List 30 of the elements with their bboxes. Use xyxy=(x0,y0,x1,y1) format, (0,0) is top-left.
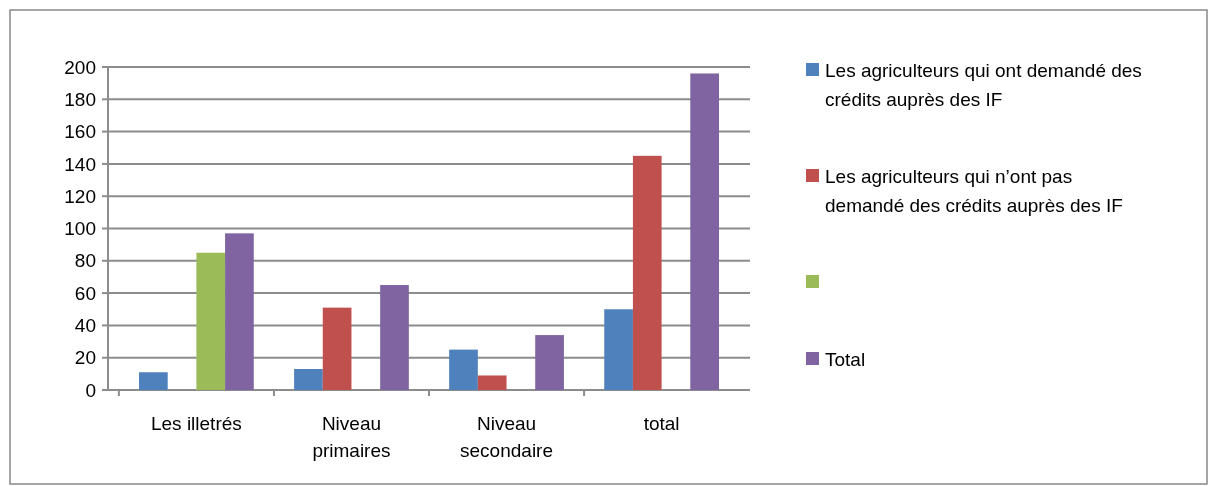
y-tick-label: 60 xyxy=(74,282,96,304)
bar xyxy=(604,309,633,390)
bar xyxy=(449,349,478,390)
y-tick-label: 160 xyxy=(64,121,96,143)
y-tick-label: 100 xyxy=(64,218,96,240)
bar xyxy=(139,372,168,390)
bar xyxy=(294,369,323,390)
bar xyxy=(196,252,226,390)
bar xyxy=(477,375,507,390)
legend-label: Total xyxy=(825,348,866,370)
bar xyxy=(632,155,662,390)
bar xyxy=(225,233,254,390)
x-tick-label: total xyxy=(643,413,680,434)
y-tick-label: 200 xyxy=(64,56,96,78)
y-tick-label: 0 xyxy=(85,379,96,401)
y-tick-label: 120 xyxy=(64,185,96,207)
x-tick-label: Niveau secondaire xyxy=(460,413,554,461)
y-tick-label: 80 xyxy=(74,250,96,272)
y-tick-label: 40 xyxy=(74,315,96,337)
bar xyxy=(535,335,564,390)
x-tick-label: Les illetrés xyxy=(150,413,242,434)
y-tick-label: 20 xyxy=(74,347,96,369)
y-tick-label: 140 xyxy=(64,153,96,175)
bar xyxy=(322,307,352,390)
bar xyxy=(690,73,719,390)
legend-label: Les agriculteurs qui ont demandé des crédits auprès des IF xyxy=(825,59,1142,110)
legend-label: Les agriculteurs qui n’ont pas demandé des crédits auprès des IF xyxy=(825,165,1123,216)
y-tick-label: 180 xyxy=(64,88,96,110)
x-tick-label: Niveau primaires xyxy=(312,413,391,461)
bar xyxy=(380,285,409,390)
